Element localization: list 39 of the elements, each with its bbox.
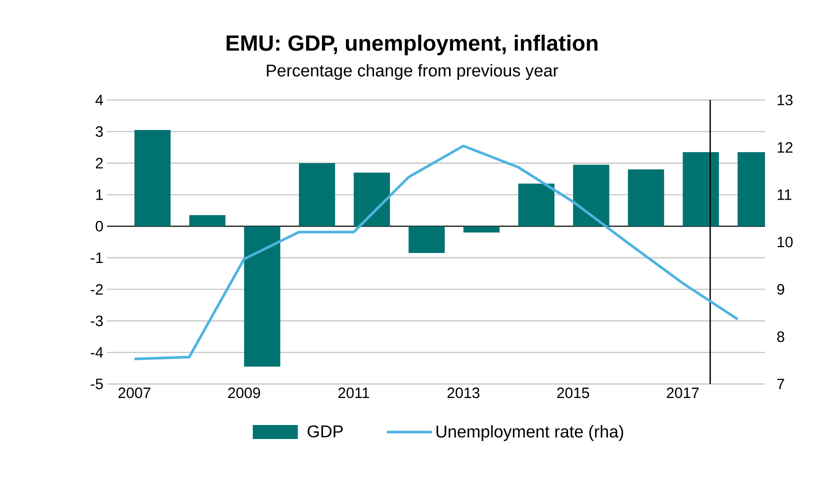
bar — [408, 226, 445, 254]
bar — [518, 184, 554, 226]
x-tick-label: 2007 — [118, 388, 150, 398]
y-tick-label: 0 — [96, 220, 103, 232]
y-tick-label: 4 — [95, 94, 104, 106]
y-tick-label: -3 — [90, 316, 103, 326]
line-series — [133, 144, 739, 360]
x-tick-label: 2015 — [557, 388, 590, 398]
bar — [244, 226, 280, 367]
y2-tick-label: 12 — [778, 142, 792, 153]
bar — [628, 169, 664, 226]
y-tick-label: -1 — [90, 252, 103, 263]
y-tick-label: 3 — [96, 126, 103, 137]
y2-tick-label: 8 — [777, 331, 784, 342]
chart-title: EMU: GDP, unemployment, inflation — [226, 34, 598, 56]
x-tick-label: 2013 — [447, 388, 480, 398]
bar — [298, 163, 336, 226]
legend-label: GDP — [308, 425, 343, 438]
x-tick-label: 2009 — [228, 388, 260, 398]
y2-tick-label: 10 — [778, 236, 793, 248]
chart-subtitle: Percentage change from previous year — [266, 64, 558, 80]
y-tick-label: -4 — [90, 347, 104, 358]
bar — [463, 226, 500, 233]
bar — [189, 215, 226, 226]
y2-tick-label: 7 — [777, 378, 784, 390]
y-tick-label: -2 — [90, 284, 103, 295]
y-tick-label: -5 — [90, 378, 103, 390]
bar — [573, 164, 610, 226]
y2-tick-label: 11 — [778, 190, 792, 200]
y2-tick-label: 9 — [777, 284, 784, 295]
bar — [682, 152, 719, 226]
y2-tick-label: 13 — [778, 94, 793, 106]
x-tick-label: 2011 — [338, 388, 370, 398]
legend-label: Unemployment rate (rha) — [436, 425, 624, 441]
bar — [354, 172, 390, 226]
y-tick-label: 1 — [96, 190, 103, 200]
y-tick-label: 2 — [96, 158, 103, 168]
bar — [134, 130, 171, 226]
x-tick-label: 2017 — [666, 388, 699, 398]
